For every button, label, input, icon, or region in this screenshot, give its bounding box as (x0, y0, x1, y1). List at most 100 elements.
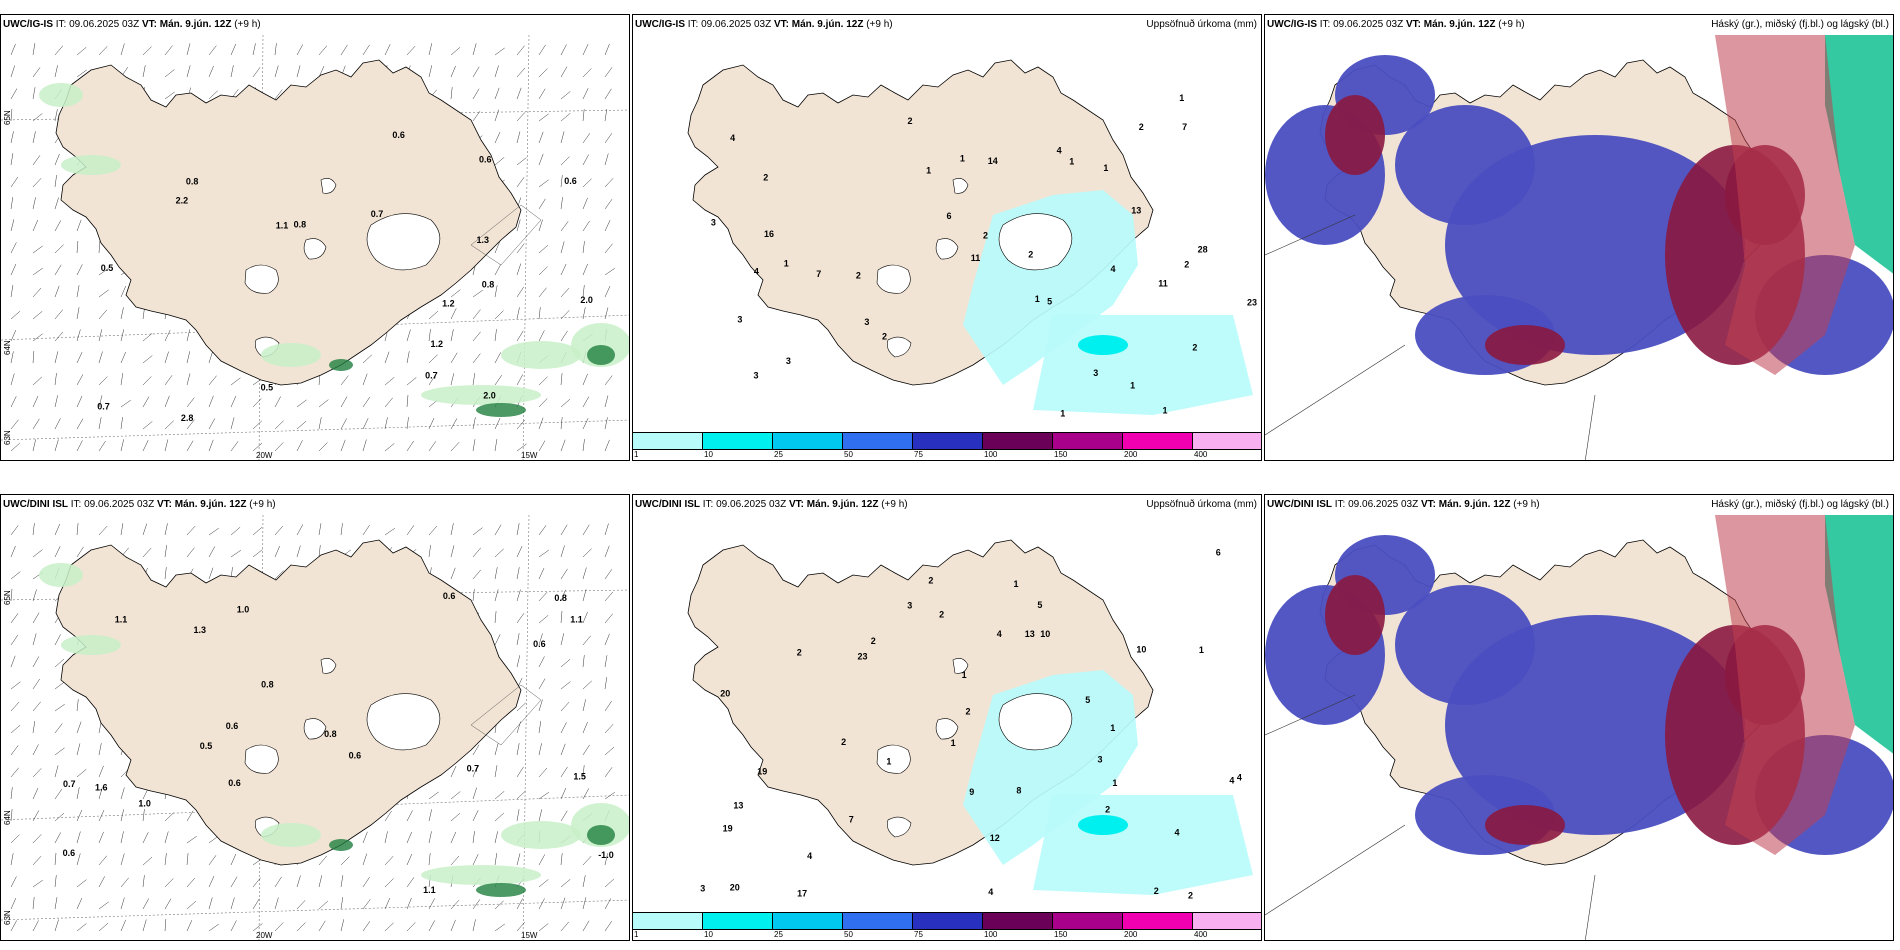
glacier-outline (935, 718, 959, 740)
wind-barb (428, 65, 433, 78)
wind-barb (76, 769, 87, 778)
wind-barb (10, 571, 21, 580)
wind-barb (516, 921, 526, 932)
wind-barb (98, 876, 105, 888)
boundary-line (1584, 874, 1596, 940)
legend-label: 10 (704, 450, 713, 459)
wind-barb (142, 396, 150, 408)
wind-barb (604, 724, 614, 734)
wind-barb (472, 831, 475, 844)
glacier-outline (876, 744, 911, 774)
wind-barb (604, 43, 610, 56)
wind-barb (76, 219, 82, 232)
wind-barb (186, 43, 191, 56)
value-label: 0.8 (294, 220, 307, 230)
wind-barb (230, 417, 235, 430)
value-label: 4 (730, 133, 735, 143)
glacier-outline (244, 744, 279, 774)
wind-barb (98, 351, 103, 364)
wind-barb (450, 87, 453, 100)
high-cloud-area (1825, 515, 1893, 754)
wind-barb (54, 65, 58, 78)
wind-barb (186, 351, 191, 364)
wind-barb (186, 440, 194, 452)
wind-barb (142, 46, 152, 56)
value-label: 2 (928, 576, 933, 586)
latitude-gridline (1, 899, 629, 921)
wind-barb (32, 701, 41, 712)
wind-barb (10, 176, 19, 188)
legend-swatch (633, 433, 703, 449)
legend-label: 1 (634, 930, 639, 939)
value-label: 2 (1028, 250, 1033, 260)
wind-barb (384, 878, 394, 888)
wind-barb (10, 681, 21, 690)
lat-label-65n: 65N (3, 590, 12, 605)
wind-barb (340, 439, 346, 452)
value-label: 0.6 (564, 176, 577, 186)
wind-barb (274, 922, 284, 932)
wind-barb (296, 44, 304, 56)
wind-barb (10, 310, 21, 320)
wind-barb (98, 417, 102, 430)
wind-barb (428, 831, 432, 844)
wind-barb (604, 199, 613, 210)
wind-barb (296, 545, 301, 558)
wind-barb (32, 439, 36, 452)
wind-barb (54, 351, 59, 364)
wind-barb (76, 923, 87, 932)
wind-barb (450, 919, 456, 932)
value-label: 4 (1057, 146, 1062, 156)
wind-barb (362, 899, 371, 910)
lat-label-63n: 63N (3, 430, 12, 445)
value-label: 0.7 (97, 401, 110, 411)
value-label: 5 (1037, 600, 1042, 610)
vt-value: Mán. 9.jún. 12Z (1423, 19, 1496, 30)
value-label: 1 (1199, 645, 1204, 655)
legend-labels: 1 10 25 50 75 100 150 200 400 (633, 450, 1261, 460)
wind-barb (142, 421, 153, 430)
value-label: 13 (1131, 206, 1141, 216)
wind-barb (516, 374, 524, 386)
wind-barb (516, 743, 520, 756)
legend-label: 400 (1194, 450, 1208, 459)
wind-barb (164, 351, 169, 364)
wind-barb (560, 310, 570, 320)
wind-barb (32, 523, 35, 536)
wind-barb (208, 65, 214, 78)
wind-barb (10, 197, 14, 210)
wind-barb (384, 44, 391, 56)
lat-label-64n: 64N (3, 810, 12, 825)
wind-barb (582, 611, 588, 624)
legend-swatch (843, 433, 913, 449)
it-label: IT: (70, 499, 82, 510)
latitude-gridline (1, 419, 629, 441)
wind-barb (32, 834, 42, 844)
wind-barb (538, 68, 548, 78)
value-label: 20 (720, 689, 730, 699)
wind-barb (10, 373, 15, 386)
wind-barb (582, 699, 586, 712)
wind-barb (164, 918, 167, 932)
wind-barb (384, 856, 394, 866)
legend-label: 400 (1194, 930, 1208, 939)
wind-barb (406, 377, 417, 386)
value-label: 0.7 (63, 779, 76, 789)
vt-value: Mán. 9.jún. 12Z (159, 19, 232, 30)
wind-barb (186, 547, 195, 558)
wind-barb (10, 396, 17, 408)
wind-barb (494, 264, 501, 276)
wind-barb (450, 899, 460, 910)
wind-barb (208, 418, 216, 430)
wind-barb (10, 725, 21, 734)
wind-barb (186, 919, 193, 932)
wind-barb (340, 44, 348, 56)
value-label: 0.5 (261, 383, 274, 393)
wind-barb (604, 219, 611, 232)
wind-barb (54, 852, 57, 866)
wind-barb (318, 523, 322, 536)
wind-barb (208, 527, 219, 536)
wind-barb (76, 69, 87, 78)
boundary-line (1265, 214, 1356, 256)
wind-barb (362, 44, 370, 56)
